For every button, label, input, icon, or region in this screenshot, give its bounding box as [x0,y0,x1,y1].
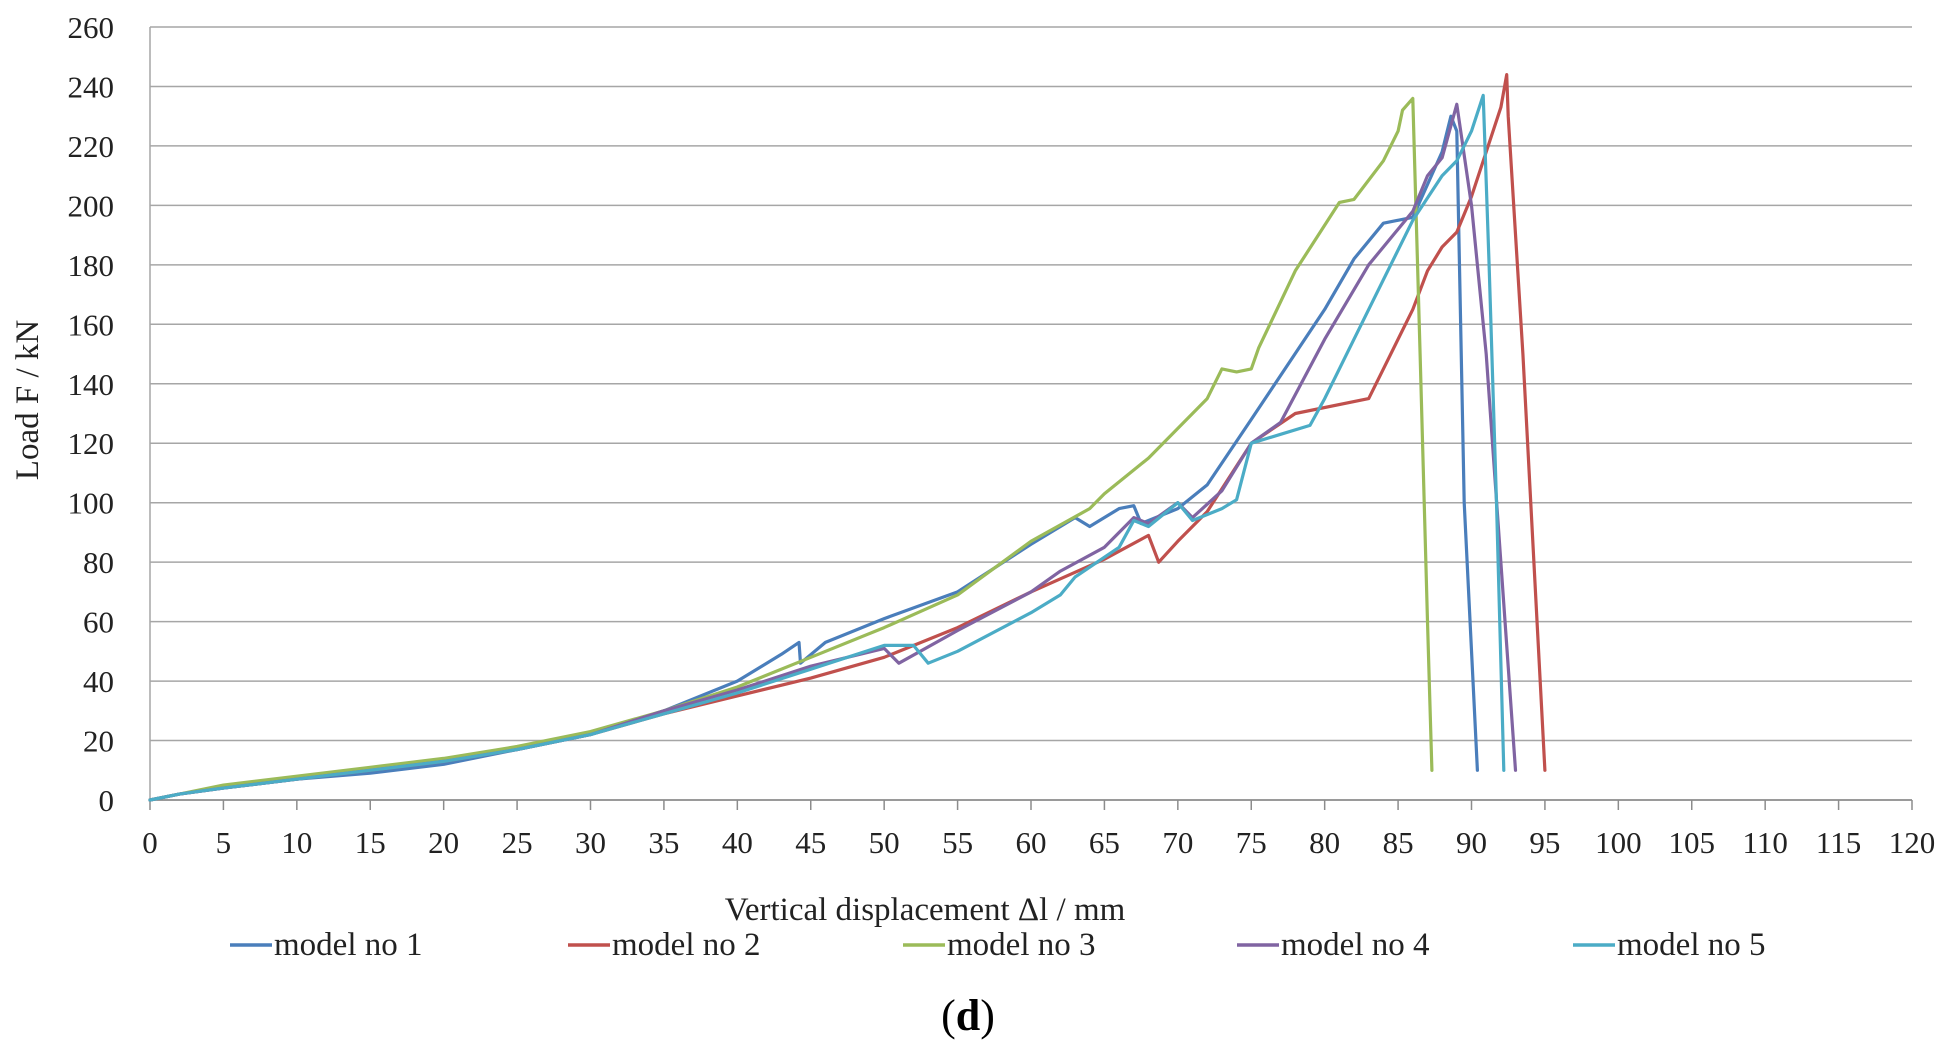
x-tick-label: 95 [1529,825,1560,860]
x-tick-label: 115 [1816,825,1861,860]
y-tick-label: 40 [83,664,114,699]
gridlines [150,26,1912,742]
legend-label: model no 5 [1617,927,1765,963]
legend-label: model no 2 [612,927,760,963]
y-tick-label: 140 [68,367,115,402]
y-tick-label: 240 [68,69,115,104]
panel-label-letter: d [956,991,980,1040]
y-tick-label: 120 [68,426,115,461]
y-tick-labels: 0 20 40 60 80 100 120 140 160 180 200 220 240 260 [68,10,115,818]
x-tick-labels: 0 5 10 15 20 25 30 35 40 45 50 55 60 65 70 75 80 85 90 95 10… [142,825,1935,860]
series-line-model-no-3 [148,96,1434,802]
x-tick-label: 90 [1456,825,1487,860]
y-tick-label: 160 [68,307,115,342]
x-tick-label: 5 [216,825,232,860]
x-tick-label: 30 [575,825,606,860]
x-tick-label: 35 [648,825,679,860]
x-tick-label: 40 [722,825,753,860]
x-tick-label: 105 [1669,825,1716,860]
y-tick-label: 260 [68,10,115,45]
legend-label: model no 4 [1281,927,1429,963]
series-line-model-no-2 [148,73,1547,802]
x-tick-label: 110 [1742,825,1787,860]
y-axis-title: Load F / kN [10,320,46,481]
x-tick-label: 25 [502,825,533,860]
x-tick-label: 0 [142,825,158,860]
y-tick-label: 60 [83,605,114,640]
y-tick-label: 20 [83,724,114,759]
x-tick-label: 65 [1089,825,1120,860]
legend: model no 1 model no 2 model no 3 model no 4… [230,927,1765,963]
x-tick-label: 85 [1383,825,1414,860]
y-tick-label: 220 [68,129,115,164]
y-tick-label: 100 [68,486,115,521]
panel-label: (d) [941,991,995,1040]
x-tick-label: 60 [1016,825,1047,860]
x-tick-label: 15 [355,825,386,860]
x-tick-label: 70 [1162,825,1193,860]
x-tick-label: 55 [942,825,973,860]
x-tick-label: 120 [1889,825,1936,860]
x-tick-label: 75 [1236,825,1267,860]
x-tick-label: 80 [1309,825,1340,860]
x-tick-label: 10 [281,825,312,860]
y-tick-label: 200 [68,188,115,223]
series-lines [148,73,1547,802]
x-tick-label: 50 [869,825,900,860]
legend-label: model no 1 [274,927,422,963]
x-tick-label: 20 [428,825,459,860]
x-axis-title: Vertical displacement Δl / mm [725,892,1126,928]
x-tick-label: 45 [795,825,826,860]
series-line-model-no-4 [148,102,1518,802]
x-tick-label: 100 [1595,825,1642,860]
series-line-model-no-1 [148,114,1479,802]
axes [149,27,1913,810]
legend-label: model no 3 [947,927,1095,963]
series-line-model-no-5 [148,93,1506,802]
y-tick-label: 80 [83,545,114,580]
y-tick-label: 0 [99,783,115,818]
y-tick-label: 180 [68,248,115,283]
